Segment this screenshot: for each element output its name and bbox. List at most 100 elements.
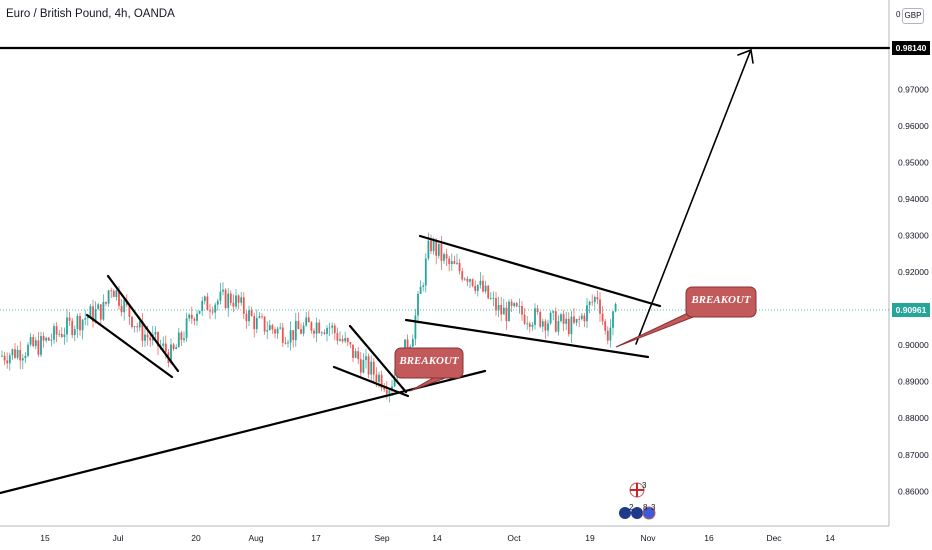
candle <box>495 291 497 316</box>
channel-lower <box>404 318 650 359</box>
candle <box>284 337 287 345</box>
candle <box>580 312 583 321</box>
candle <box>315 317 318 343</box>
event-count-a[interactable]: 2 <box>629 503 634 512</box>
candle <box>107 289 110 307</box>
x-tick-label: 20 <box>191 533 201 543</box>
candle <box>224 287 227 310</box>
candle <box>612 310 614 336</box>
x-tick-label: Dec <box>766 533 782 543</box>
candle <box>484 280 487 294</box>
candle <box>352 344 354 362</box>
candle <box>583 312 586 328</box>
candle <box>6 352 9 369</box>
candle <box>50 333 53 347</box>
target-price-label: 0.98140 <box>892 41 930 55</box>
candle <box>593 295 596 310</box>
candle <box>34 337 37 350</box>
candle <box>185 312 188 342</box>
candle <box>557 315 560 336</box>
economic-events <box>619 482 656 520</box>
candle <box>24 352 27 364</box>
candle <box>120 298 123 317</box>
candle <box>203 295 206 305</box>
candle <box>534 303 536 330</box>
candle <box>92 299 94 328</box>
candle <box>456 253 458 265</box>
candle <box>474 280 477 294</box>
candle <box>586 298 588 329</box>
candle <box>250 306 253 317</box>
candle <box>552 310 555 321</box>
candle <box>305 312 308 327</box>
breakout-label-2[interactable]: BREAKOUT <box>691 294 751 306</box>
x-tick-label: 16 <box>704 533 714 543</box>
y-tick-label: 0.97000 <box>898 84 929 94</box>
candle <box>68 311 71 326</box>
candle <box>596 290 599 305</box>
candle <box>222 282 224 296</box>
candle <box>547 319 549 337</box>
candle <box>248 305 250 327</box>
candle <box>71 317 74 339</box>
breakout-callout-1 <box>394 347 464 392</box>
candle <box>55 322 58 343</box>
candle <box>8 352 11 371</box>
candle <box>515 301 518 308</box>
candle <box>216 298 219 311</box>
chart-title: Euro / British Pound, 4h, OANDA <box>6 8 175 20</box>
wedge-1-lower <box>85 313 174 379</box>
candle <box>487 285 490 300</box>
candle <box>349 341 352 349</box>
candle <box>229 290 232 306</box>
candle <box>333 323 336 341</box>
candle <box>614 302 617 313</box>
candle <box>518 298 521 314</box>
candle <box>211 306 214 316</box>
candle <box>177 327 180 348</box>
candle <box>276 326 279 339</box>
breakout-label-1[interactable]: BREAKOUT <box>399 355 459 367</box>
candle <box>115 289 118 301</box>
candle <box>380 370 383 392</box>
time-axis: 15 Jul 20 Aug 17 Sep 14 Oct 19 Nov 16 Dec 14 <box>40 533 835 543</box>
candle <box>326 325 328 342</box>
candle <box>37 331 40 357</box>
candle <box>502 298 505 315</box>
candle <box>609 319 612 348</box>
candle <box>136 322 139 333</box>
candle <box>110 287 113 299</box>
candle <box>201 296 204 316</box>
candle <box>313 328 315 339</box>
event-count-b[interactable]: 8 <box>643 503 648 512</box>
candle <box>578 315 581 327</box>
candle <box>27 342 29 358</box>
candle <box>365 349 367 369</box>
candle <box>471 278 474 288</box>
event-count-c[interactable]: 3 <box>651 503 656 512</box>
candle <box>445 249 448 266</box>
candle <box>544 319 547 340</box>
current-price-text: 0.90961 <box>896 305 927 315</box>
candle <box>310 321 313 334</box>
candle <box>331 322 334 335</box>
candle <box>53 323 55 344</box>
candle <box>79 312 81 336</box>
candle <box>237 294 240 310</box>
candle <box>367 353 370 379</box>
candle <box>32 334 35 348</box>
candle <box>435 237 438 265</box>
candle <box>450 253 453 271</box>
candle <box>320 331 323 337</box>
currency-badge[interactable]: GBP <box>902 8 924 24</box>
candle <box>505 301 508 331</box>
candle <box>523 308 526 326</box>
candle <box>97 302 100 310</box>
candle <box>1 350 3 358</box>
candle <box>510 299 513 313</box>
candle <box>463 277 466 281</box>
event-count-top[interactable]: 3 <box>642 481 647 490</box>
y-tick-label: 0.94000 <box>898 194 929 204</box>
candle <box>427 232 430 261</box>
